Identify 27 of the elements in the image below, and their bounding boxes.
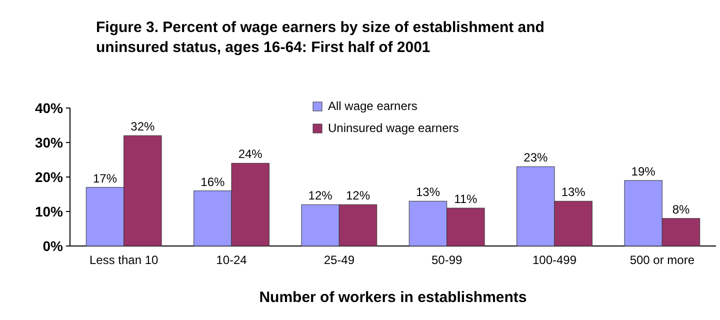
data-label: 13%	[416, 185, 440, 200]
x-tick-label: 100-499	[532, 253, 577, 267]
x-tick-label: 50-99	[431, 253, 462, 267]
data-label: 23%	[524, 150, 548, 165]
data-label: 16%	[200, 174, 225, 189]
data-label: 13%	[561, 185, 586, 200]
x-tick-label: 10-24	[216, 253, 248, 267]
x-tick-label: 25-49	[324, 253, 355, 267]
data-label: 12%	[308, 188, 333, 203]
data-label: 12%	[346, 188, 370, 203]
x-tick-label: 500 or more	[630, 253, 695, 267]
y-tick-label: 10%	[34, 203, 64, 220]
y-tick-label: 40%	[34, 100, 64, 116]
x-axis-title: Number of workers in establishments	[259, 289, 527, 306]
chart-title: Figure 3. Percent of wage earners by size of establishment and uninsured status, ages 16-64: First half of 2001	[96, 19, 544, 56]
legend-label: All wage earners	[328, 99, 418, 113]
x-tick-label: Less than 10	[89, 253, 159, 267]
data-label: 17%	[92, 171, 118, 186]
y-tick-label: 0%	[42, 238, 64, 254]
legend-label: Uninsured wage earners	[328, 121, 459, 135]
y-tick-label: 20%	[34, 168, 64, 185]
data-label: 11%	[454, 192, 478, 206]
data-label: 32%	[130, 120, 156, 134]
data-label: 19%	[631, 164, 656, 178]
data-label: 24%	[238, 147, 263, 162]
data-label: 8%	[672, 202, 690, 216]
y-tick-label: 30%	[34, 134, 64, 150]
